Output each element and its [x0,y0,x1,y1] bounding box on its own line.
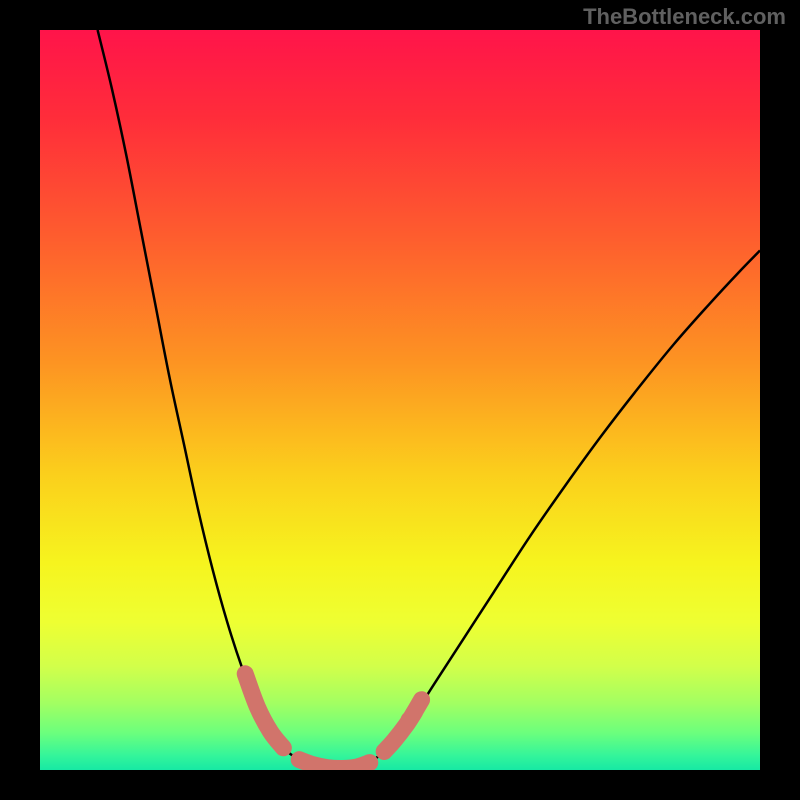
highlight-bottom-flat [299,760,370,769]
highlight-dot-1 [401,712,417,728]
gradient-background [40,30,760,770]
highlight-dot-2 [412,694,428,710]
watermark-text: TheBottleneck.com [583,4,786,30]
plot-area [40,30,760,770]
stage: TheBottleneck.com [0,0,800,800]
highlight-dot-0 [388,731,404,747]
bottleneck-chart [0,0,800,800]
